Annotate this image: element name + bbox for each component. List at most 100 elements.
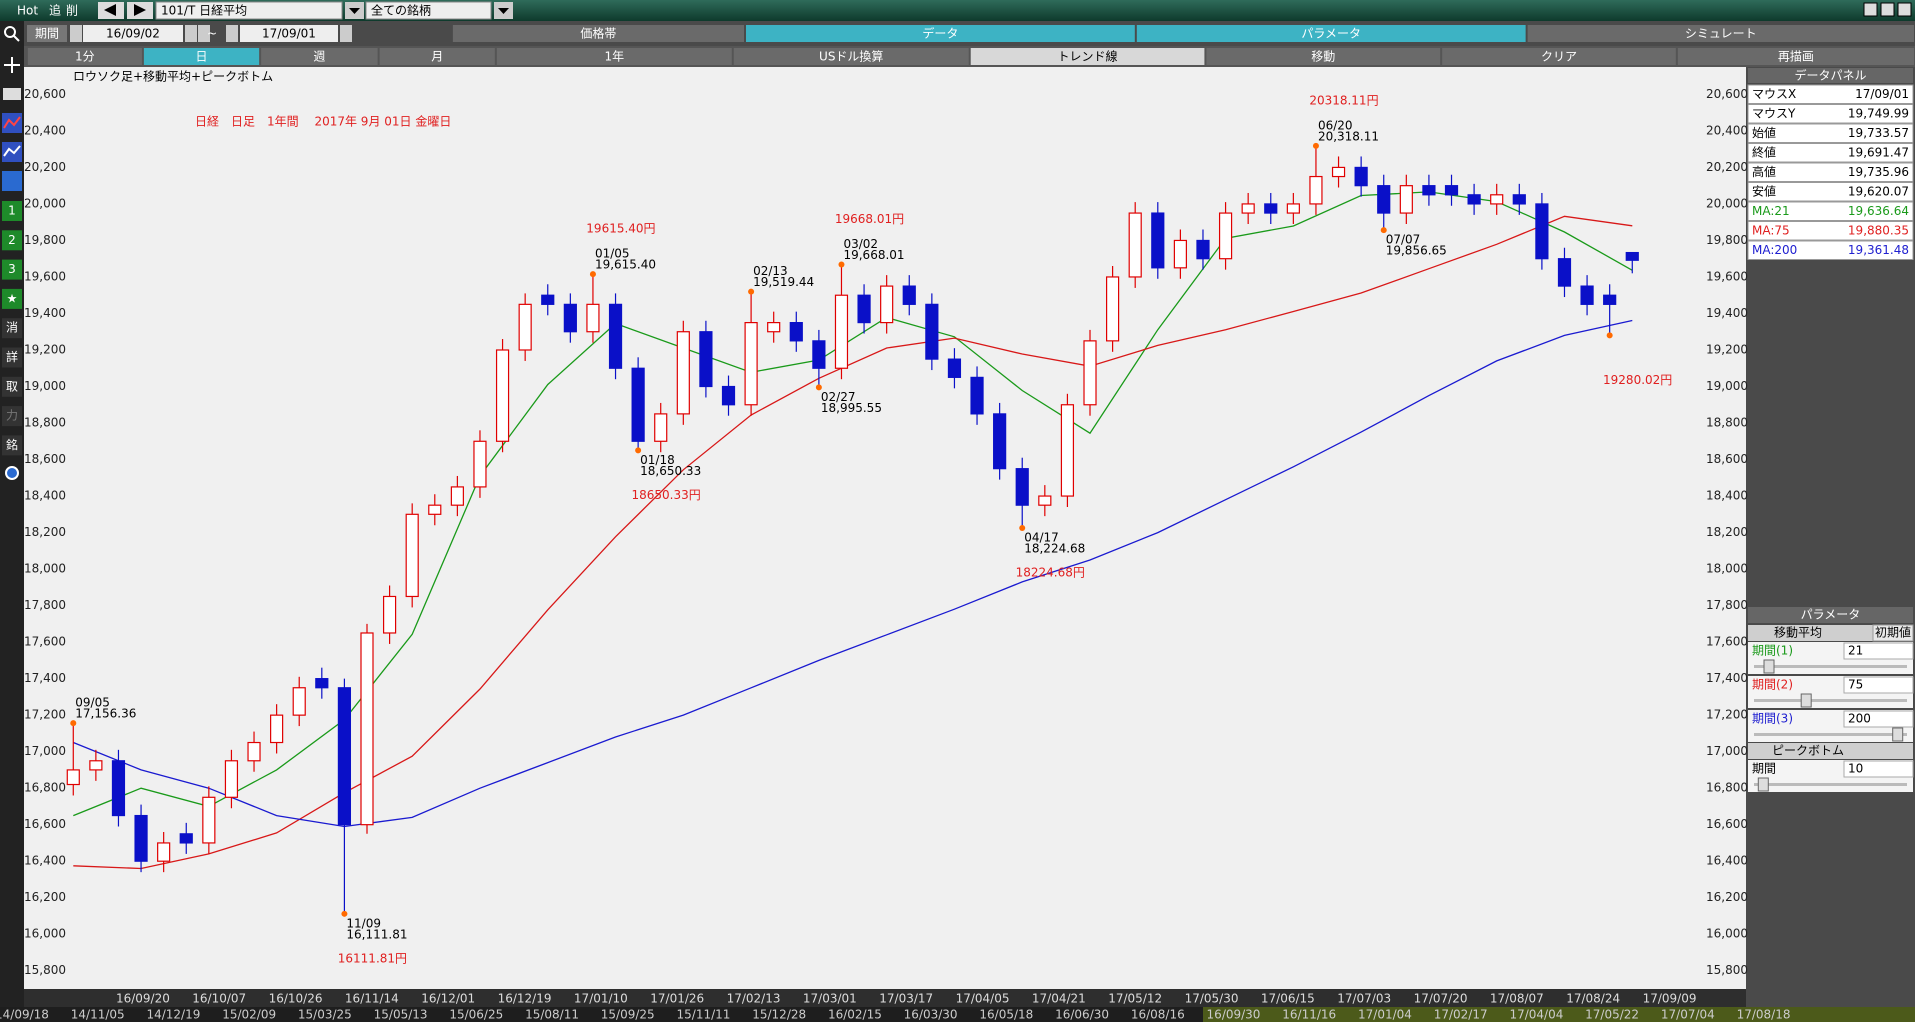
moving-average-line: [73, 215, 1633, 870]
side-icon-label: 2: [8, 233, 16, 247]
plus-icon[interactable]: [4, 57, 20, 73]
peak-date: 02/13: [753, 264, 788, 278]
prev-arrow: [104, 4, 116, 16]
flag-icon[interactable]: [2, 171, 22, 191]
candle-body: [789, 322, 803, 342]
candle-body: [518, 303, 532, 351]
button[interactable]: [379, 48, 495, 65]
candle-body: [1128, 212, 1142, 278]
candle-body: [608, 303, 623, 369]
button[interactable]: [261, 48, 378, 65]
chart-icon: [3, 116, 21, 129]
y-tick-label: 15,800: [1706, 963, 1748, 977]
overview-date: 17/04/04: [1509, 1008, 1563, 1022]
slider-track: [1754, 699, 1907, 702]
peak-date: 04/17: [1024, 531, 1059, 545]
candle-body: [134, 814, 148, 862]
slider-knob[interactable]: [1800, 693, 1812, 708]
settings-icon[interactable]: [5, 466, 19, 480]
slider-knob[interactable]: [1763, 659, 1775, 674]
minimize-button[interactable]: [1863, 2, 1878, 17]
peak-date: 07/07: [1386, 233, 1421, 247]
symbol-box[interactable]: [155, 1, 343, 20]
button[interactable]: [733, 48, 969, 65]
button[interactable]: [27, 48, 142, 65]
from-box[interactable]: [83, 25, 183, 42]
param-value: 75: [1848, 678, 1863, 692]
chart-subtitle: ロウソク足+移動平均+ピークボトム: [73, 70, 273, 84]
panel-header: [1748, 607, 1913, 623]
toolbar-item[interactable]: Hot: [17, 4, 38, 18]
candle-body: [1106, 276, 1120, 342]
y-tick-label: 16,000: [24, 927, 66, 941]
candle-body: [1218, 212, 1233, 260]
button-label: クリア: [1541, 50, 1577, 64]
candle-body: [1151, 212, 1165, 269]
param-input[interactable]: [1843, 710, 1914, 728]
toolbar-item[interactable]: 追: [49, 3, 61, 18]
side-icon[interactable]: [2, 435, 22, 456]
side-icon[interactable]: [2, 288, 22, 309]
universe-box[interactable]: [365, 1, 492, 20]
side-icon[interactable]: [2, 230, 22, 251]
peak-value: 18,995.55: [821, 401, 882, 415]
camera-icon[interactable]: [3, 88, 21, 100]
param-input[interactable]: [1843, 676, 1914, 694]
step-button[interactable]: [185, 25, 197, 42]
button-label: 日: [196, 50, 208, 64]
candle-body: [405, 513, 419, 598]
search-icon[interactable]: [4, 26, 16, 38]
button[interactable]: [1677, 48, 1914, 65]
to-date: 17/09/01: [262, 27, 316, 41]
side-icon[interactable]: [2, 259, 22, 280]
maximize-button[interactable]: [1880, 2, 1895, 17]
y-tick-label: 18,200: [1706, 525, 1748, 539]
button[interactable]: [970, 48, 1205, 65]
candle-body: [315, 678, 329, 689]
step-button[interactable]: [340, 25, 352, 42]
candle-body: [111, 760, 126, 817]
side-icon[interactable]: [2, 347, 22, 368]
side-icon[interactable]: [2, 318, 22, 339]
toolbar-item[interactable]: 削: [66, 4, 78, 18]
slider-knob[interactable]: [1757, 777, 1769, 792]
to-box[interactable]: [240, 25, 338, 42]
y-tick-label: 20,200: [1706, 160, 1748, 174]
button[interactable]: [1442, 48, 1676, 65]
y-tick-label: 17,200: [1706, 708, 1748, 722]
peak-dot: [748, 288, 755, 295]
panel-row-value: 19,620.07: [1848, 185, 1909, 199]
candle-body: [179, 833, 193, 844]
tab[interactable]: [452, 25, 744, 42]
step-button[interactable]: [226, 25, 238, 42]
candle-body: [157, 842, 171, 862]
tab-label: データ: [922, 26, 958, 41]
candle-body: [1015, 468, 1029, 506]
button[interactable]: [143, 48, 260, 65]
step-button[interactable]: [70, 25, 82, 42]
y-tick-label: 19,800: [24, 233, 66, 247]
param-input[interactable]: [1843, 760, 1914, 778]
side-icon[interactable]: [2, 201, 22, 221]
peak-value: 19,519.44: [753, 275, 814, 289]
step-button[interactable]: [198, 25, 210, 42]
side-icon[interactable]: [2, 406, 22, 427]
y-tick-label: 17,400: [24, 671, 66, 685]
reset-button[interactable]: [1872, 624, 1914, 642]
param-input[interactable]: [1843, 642, 1914, 660]
side-icon[interactable]: [2, 376, 22, 397]
tab[interactable]: [1527, 25, 1914, 42]
button[interactable]: [496, 48, 732, 65]
close-button[interactable]: [1897, 2, 1912, 17]
slider-knob[interactable]: [1892, 727, 1904, 742]
button[interactable]: [1206, 48, 1441, 65]
x-tick-label: 17/04/05: [956, 992, 1010, 1006]
y-tick-label: 16,800: [24, 781, 66, 795]
peak-value: 19,856.65: [1386, 244, 1447, 258]
x-tick-label: 17/01/10: [574, 992, 628, 1006]
tab[interactable]: [1136, 25, 1526, 42]
tab[interactable]: [745, 25, 1135, 42]
peak-value: 20,318.11: [1318, 129, 1379, 143]
y-tick-label: 20,400: [1706, 123, 1748, 137]
overview-date: 14/11/05: [71, 1008, 125, 1022]
